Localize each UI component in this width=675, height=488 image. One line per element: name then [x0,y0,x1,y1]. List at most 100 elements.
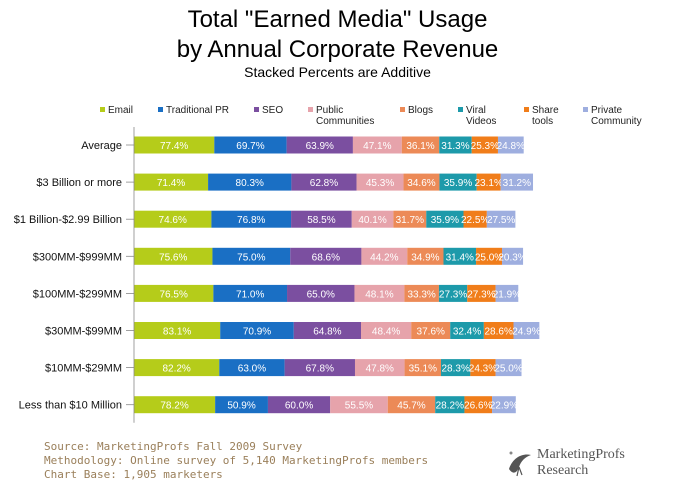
bar-segment [470,359,496,377]
bar-value-label: 45.3% [366,178,394,189]
bar-segment [426,210,464,228]
bar-segment [330,396,388,414]
bar-value-label: 44.2% [370,252,398,263]
bar-value-label: 25.0% [475,252,503,263]
category-label: $3 Billion or more [36,177,122,189]
bar-value-label: 31.3% [441,141,469,152]
legend-swatch-1 [158,107,163,112]
legend-swatch-5 [458,107,463,112]
bar-value-label: 25.0% [494,364,522,375]
bar-value-label: 35.9% [431,215,459,226]
bar-segment [134,136,215,154]
bar-value-label: 64.8% [313,327,341,338]
bar-value-label: 82.2% [162,364,190,375]
legend-label-2: SEO [262,105,283,116]
bar-segment [439,173,477,191]
bar-value-label: 33.3% [407,289,435,300]
bar-segment [354,359,405,377]
legend-label-7: Private Community [591,105,642,127]
bar-value-label: 80.3% [236,178,264,189]
bar-value-label: 63.9% [306,141,334,152]
chart-title-line1: Total "Earned Media" Usage [187,6,488,33]
bar-value-label: 78.2% [160,401,188,412]
legend-swatch-0 [100,107,105,112]
bar-segment [215,396,268,414]
bar-segment [284,359,355,377]
bar-value-label: 55.5% [345,401,373,412]
bar-value-label: 50.9% [227,401,255,412]
bar-segment [356,173,404,191]
bar-segment [286,136,353,154]
bar-segment [354,284,405,302]
bar-value-label: 69.7% [236,141,264,152]
bar-value-label: 67.8% [306,364,334,375]
bar-segment [411,322,451,339]
bar-segment [500,173,534,191]
bar-value-label: 32.4% [453,327,481,338]
bar-value-label: 27.5% [487,215,515,226]
bar-segment [407,247,444,265]
bar-segment [361,247,408,265]
bar-segment [438,284,468,302]
marketingprofs-research-logo: MarketingProfs Research [505,445,655,481]
bar-segment [476,173,501,191]
bar-value-label: 28.6% [485,327,513,338]
bar-value-label: 65.0% [307,289,335,300]
bar-segment [464,396,493,414]
category-label: Average [81,140,122,152]
bar-segment [213,284,288,302]
bar-segment [287,284,355,302]
legend-label-4: Blogs [408,105,433,116]
bar-segment [387,396,436,414]
bar-value-label: 77.4% [160,141,188,152]
bar-value-label: 26.6% [464,401,492,412]
bar-segment [134,359,220,377]
bar-segment [463,210,487,228]
bar-value-label: 36.1% [406,141,434,152]
bar-value-label: 24.3% [469,364,497,375]
legend-label-6: Share tools [532,105,559,127]
bar-segment [134,210,212,228]
bar-value-label: 71.0% [236,289,264,300]
category-label: $30MM-$99MM [45,326,122,338]
bar-segment [212,247,291,265]
category-label: $1 Billion-$2.99 Billion [14,214,122,226]
bar-segment [208,173,292,191]
bar-segment [291,173,357,191]
bar-value-label: 35.9% [444,178,472,189]
bar-value-label: 76.5% [160,289,188,300]
legend-label-0: Email [108,105,133,116]
bar-segment [134,284,214,302]
bar-value-label: 40.1% [358,215,386,226]
bar-segment [134,247,213,265]
bar-segment [404,284,439,302]
bar-value-label: 60.0% [285,401,313,412]
bar-segment [293,322,361,339]
legend-label-5: Viral Videos [466,105,496,127]
bar-value-label: 24.8% [497,141,525,152]
bar-segment [290,247,362,265]
bar-segment [441,359,471,377]
bar-value-label: 47.8% [366,364,394,375]
bar-segment [134,322,221,339]
bar-segment [220,322,294,339]
bar-value-label: 22.5% [461,215,489,226]
bar-segment [435,396,465,414]
chart-legend: Email Traditional PR SEO Public Communities B… [100,105,642,127]
legend-swatch-2 [254,107,259,112]
legend-label-1: Traditional PR [166,105,229,116]
bar-segment [486,210,516,228]
bar-segment [467,284,496,302]
bar-segment [439,136,472,154]
bar-value-label: 21.9% [493,289,521,300]
bar-value-label: 25.3% [471,141,499,152]
category-label: Less than $10 Million [19,400,122,412]
methodology-note: Methodology: Online survey of 5,140 Mark… [44,454,429,467]
bird-icon [509,451,531,477]
bar-segment [476,247,502,265]
bar-segment [495,359,522,377]
bar-value-label: 83.1% [163,327,191,338]
bar-segment [134,173,209,191]
bar-value-label: 58.5% [307,215,335,226]
category-label: $10MM-$29MM [45,363,122,375]
